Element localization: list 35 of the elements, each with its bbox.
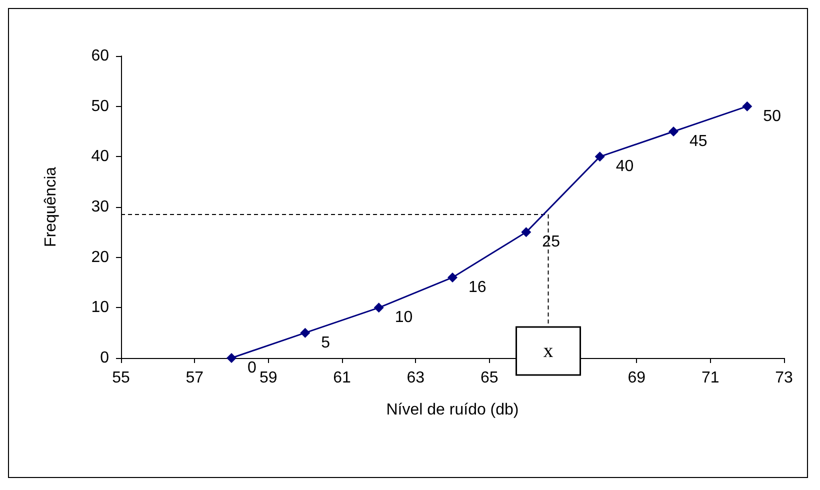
y-tick-label: 40 [91, 148, 110, 166]
x-tick-label: 59 [259, 370, 278, 386]
point [374, 302, 384, 313]
point [448, 272, 458, 282]
x-tick-label: 57 [186, 370, 204, 386]
point [594, 152, 605, 162]
y-axis-title: Frequência [42, 166, 60, 248]
annotation: x [543, 340, 554, 362]
data-label: 5 [321, 334, 330, 352]
data-label: 0 [248, 360, 256, 376]
x-axis-title: Nível de ruído (db) [386, 402, 519, 418]
y-tick-label: 60 [91, 48, 110, 64]
data-label: 25 [542, 234, 560, 251]
y-tick-label: 10 [91, 299, 110, 316]
point [668, 126, 678, 136]
data-label: 16 [468, 278, 486, 296]
data-label: 50 [763, 108, 782, 125]
y-tick-label: 30 [91, 198, 110, 216]
point [521, 227, 532, 238]
x-tick-label: 73 [775, 370, 793, 386]
y-tick-label: 0 [100, 350, 110, 366]
x-tick-label: 71 [701, 370, 720, 386]
y-tick-label: 50 [91, 98, 110, 115]
x-tick-label: 61 [333, 370, 351, 386]
x-tick-label: 63 [406, 370, 425, 386]
data-label: 40 [616, 158, 634, 176]
point [226, 353, 236, 363]
y-tick-label: 20 [91, 248, 110, 266]
point [300, 328, 310, 338]
data-label: 45 [690, 133, 708, 150]
point [742, 101, 752, 112]
x-tick-label: 65 [480, 370, 498, 386]
x-tick-label: 55 [112, 370, 130, 386]
x-tick-label: 69 [628, 370, 646, 386]
data-label: 10 [394, 309, 413, 326]
